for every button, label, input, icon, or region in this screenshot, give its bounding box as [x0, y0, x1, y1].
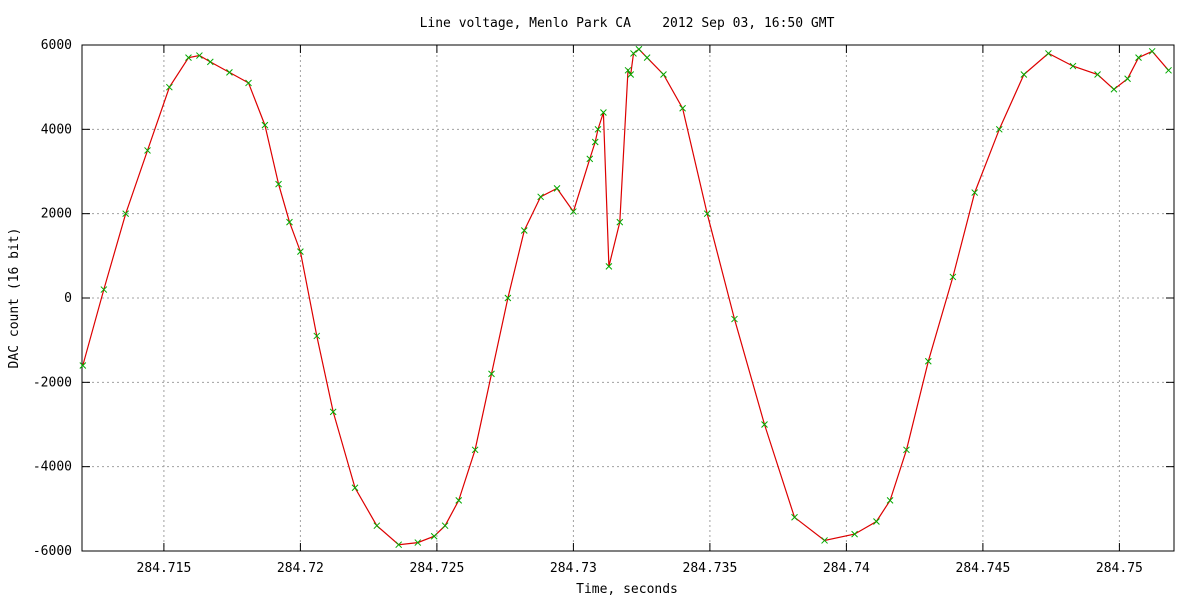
data-point-marker: [821, 537, 828, 544]
chart-title: Line voltage, Menlo Park CA 2012 Sep 03,…: [420, 16, 835, 31]
data-point-marker: [100, 286, 108, 293]
data-point-marker: [643, 54, 651, 62]
data-point-marker: [1135, 54, 1142, 62]
x-tick-label: 284.735: [683, 561, 738, 576]
data-point-marker: [791, 513, 798, 521]
series-line: [82, 48, 1169, 546]
y-tick-label: 6000: [41, 38, 72, 53]
x-tick-label: 284.75: [1096, 561, 1143, 576]
grid-lines: [82, 45, 1174, 551]
data-point-marker: [703, 210, 711, 218]
data-point-marker: [630, 50, 637, 57]
data-point-marker: [414, 539, 422, 546]
y-axis-label: DAC count (16 bit): [7, 228, 22, 369]
data-point-marker: [313, 332, 321, 340]
data-point-marker: [430, 532, 438, 540]
data-point-marker: [1165, 66, 1172, 74]
data-point-marker: [851, 530, 858, 538]
data-point-marker: [297, 248, 304, 255]
data-point-marker: [455, 497, 463, 504]
data-point-marker: [1148, 47, 1156, 55]
data-point-marker: [206, 58, 214, 66]
data-point-marker: [395, 541, 403, 549]
data-point-marker: [1069, 62, 1077, 70]
data-point-marker: [286, 218, 293, 226]
data-point-marker: [471, 446, 479, 454]
data-point-marker: [570, 208, 577, 215]
data-point-marker: [185, 54, 192, 62]
data-point-marker: [679, 104, 686, 112]
data-point-marker: [1110, 85, 1118, 93]
data-point-marker: [166, 83, 173, 91]
x-axis-label: Time, seconds: [576, 582, 678, 597]
data-point-marker: [635, 45, 643, 53]
data-point-marker: [351, 484, 359, 492]
voltage-series: [79, 45, 1172, 549]
data-point-marker: [624, 66, 632, 74]
data-point-marker: [261, 121, 269, 129]
data-point-marker: [144, 147, 151, 154]
y-tick-label: 4000: [41, 122, 72, 137]
y-tick-label: -2000: [33, 375, 72, 390]
data-point-marker: [504, 294, 512, 302]
y-axis: -6000 -4000 -2000 0 2000 4000 6000: [33, 38, 1174, 559]
data-point-marker: [275, 180, 282, 188]
data-point-marker: [660, 71, 667, 78]
data-point-marker: [1020, 71, 1028, 78]
y-tick-label: 0: [64, 291, 72, 306]
data-point-marker: [1045, 50, 1052, 57]
data-point-marker: [79, 362, 87, 369]
data-point-marker: [245, 79, 252, 87]
x-tick-label: 284.74: [823, 561, 870, 576]
data-point-marker: [1124, 75, 1131, 83]
x-tick-label: 284.72: [277, 561, 324, 576]
data-point-marker: [373, 522, 381, 530]
y-tick-label: 2000: [41, 207, 72, 222]
x-axis: 284.715 284.72 284.725 284.73 284.735 284.74 2…: [137, 45, 1143, 576]
data-point-marker: [122, 210, 130, 218]
data-point-marker: [924, 357, 932, 365]
x-tick-label: 284.715: [137, 561, 192, 576]
y-tick-label: -6000: [33, 544, 72, 559]
data-point-marker: [226, 69, 233, 76]
data-point-marker: [553, 185, 561, 192]
x-tick-label: 284.725: [410, 561, 465, 576]
data-point-marker: [605, 263, 613, 270]
data-point-marker: [520, 227, 528, 234]
data-point-marker: [903, 446, 910, 454]
data-point-marker: [1094, 71, 1101, 78]
data-point-marker: [886, 497, 894, 504]
data-point-marker: [995, 125, 1003, 133]
data-point-marker: [627, 71, 635, 78]
data-point-marker: [971, 189, 979, 196]
data-point-marker: [586, 155, 594, 163]
data-point-marker: [591, 138, 599, 146]
data-point-marker: [594, 125, 602, 133]
data-point-marker: [488, 370, 495, 378]
data-point-marker: [600, 109, 607, 116]
data-point-marker: [761, 421, 768, 428]
data-point-marker: [537, 193, 544, 201]
data-point-marker: [873, 518, 880, 525]
data-point-marker: [196, 52, 203, 59]
y-tick-label: -4000: [33, 460, 72, 475]
x-tick-label: 284.745: [956, 561, 1011, 576]
x-tick-label: 284.73: [550, 561, 597, 576]
data-point-marker: [329, 408, 337, 416]
data-point-marker: [616, 218, 624, 226]
data-point-marker: [441, 522, 449, 530]
data-point-marker: [949, 273, 957, 281]
data-point-marker: [731, 315, 738, 323]
